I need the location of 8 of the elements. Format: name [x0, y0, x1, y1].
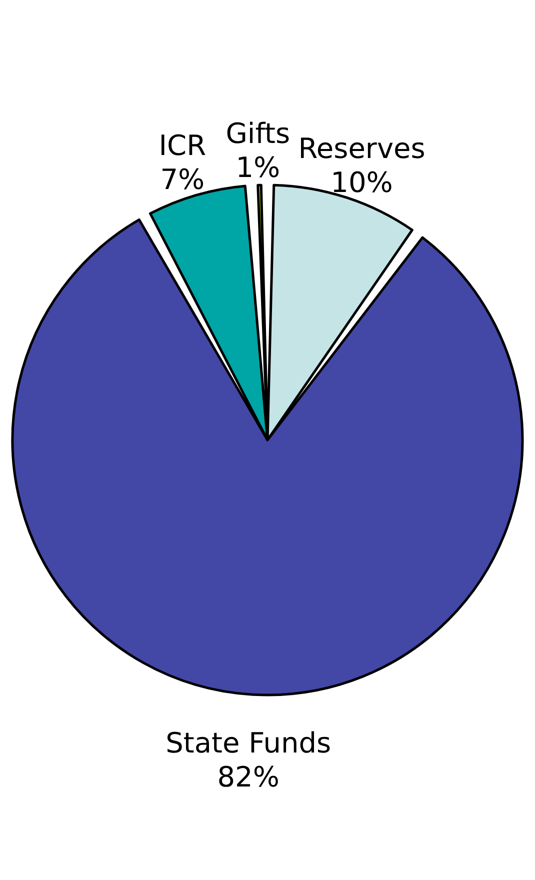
slice-label: Gifts [226, 117, 290, 150]
data-label: 10% [330, 166, 393, 199]
data-label: 7% [160, 163, 205, 196]
data-label: 82% [217, 760, 280, 794]
slice-label: ICR [158, 129, 206, 162]
slice-label: Reserves [298, 132, 426, 165]
data-label: 1% [236, 151, 280, 184]
slice-label: State Funds [166, 726, 332, 760]
